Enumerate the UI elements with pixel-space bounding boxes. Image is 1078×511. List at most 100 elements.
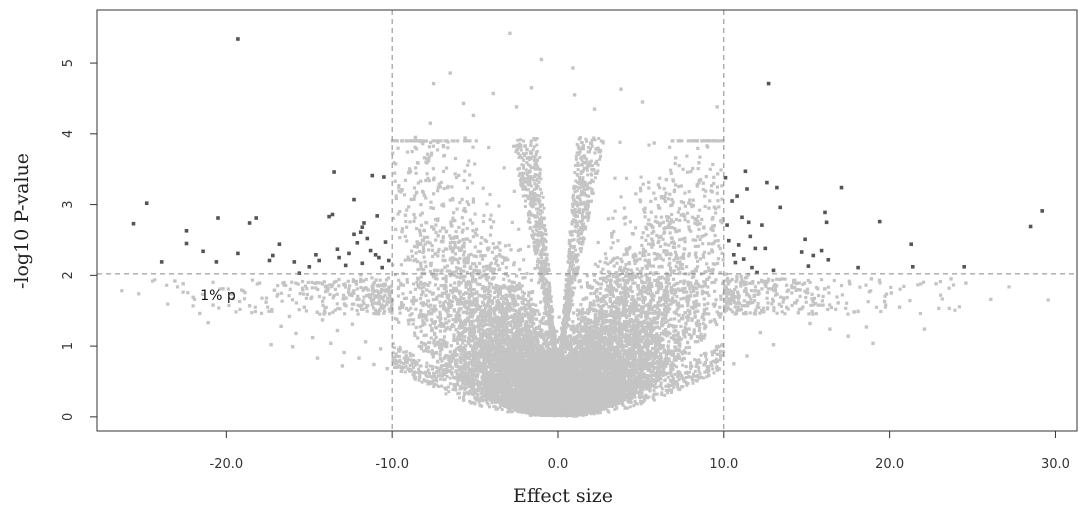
data-point	[461, 310, 465, 314]
data-point	[304, 309, 308, 313]
data-point	[454, 328, 458, 332]
data-point	[532, 321, 536, 326]
data-point	[690, 305, 694, 309]
data-point	[644, 321, 648, 325]
data-point	[694, 238, 698, 242]
data-point	[702, 303, 707, 307]
data-point	[733, 305, 737, 309]
data-point	[636, 358, 640, 362]
data-point	[410, 249, 414, 253]
data-point	[460, 334, 465, 338]
data-point	[874, 305, 879, 309]
data-point	[691, 166, 695, 171]
data-point	[918, 311, 922, 316]
data-point	[473, 378, 477, 382]
data-point	[692, 289, 696, 293]
data-point	[597, 282, 601, 286]
data-point	[477, 358, 481, 362]
data-point	[690, 317, 694, 321]
data-point	[423, 242, 427, 246]
data-point	[681, 253, 685, 257]
data-point	[685, 290, 689, 294]
data-point	[447, 319, 451, 323]
data-point	[608, 296, 612, 301]
data-point	[712, 241, 716, 245]
data-point	[580, 315, 584, 319]
data-point	[137, 292, 141, 296]
data-point	[474, 307, 478, 311]
data-point	[512, 318, 516, 322]
data-point	[696, 234, 700, 239]
data-point	[640, 274, 644, 278]
data-point	[542, 335, 546, 339]
data-point	[361, 299, 365, 303]
data-point	[461, 341, 465, 345]
data-point	[488, 263, 492, 267]
data-point	[621, 304, 626, 308]
data-point	[412, 219, 416, 223]
data-point	[685, 265, 689, 269]
data-point	[448, 273, 452, 278]
data-point	[631, 304, 635, 308]
data-point	[419, 267, 423, 271]
data-point	[424, 349, 428, 353]
data-point	[680, 139, 684, 143]
data-point	[663, 242, 667, 247]
data-point	[448, 234, 452, 238]
data-point	[417, 315, 421, 319]
data-point	[296, 282, 300, 286]
data-point	[452, 139, 456, 143]
data-point	[621, 268, 625, 272]
data-point	[477, 293, 481, 297]
data-point	[634, 363, 638, 367]
data-point	[672, 329, 676, 333]
data-point	[455, 275, 459, 279]
data-point	[304, 296, 308, 300]
data-point	[444, 354, 448, 358]
data-point	[720, 197, 724, 201]
data-point	[783, 277, 787, 281]
data-point	[385, 303, 389, 307]
data-point	[494, 288, 498, 292]
data-point	[419, 275, 423, 279]
data-point	[609, 281, 613, 285]
data-point	[710, 250, 715, 254]
data-point	[549, 340, 553, 344]
data-point	[414, 257, 418, 262]
data-point	[405, 225, 409, 229]
data-point	[597, 310, 601, 314]
data-point	[591, 333, 596, 337]
data-point	[481, 186, 485, 190]
data-point	[622, 253, 626, 257]
data-point	[449, 365, 453, 369]
data-point	[426, 283, 430, 287]
data-point	[684, 346, 688, 350]
data-point	[467, 159, 471, 163]
data-point	[951, 283, 956, 287]
data-point	[480, 287, 484, 291]
data-point	[712, 181, 716, 186]
data-point	[671, 362, 675, 366]
data-point	[414, 166, 418, 170]
data-point	[414, 298, 418, 302]
data-point	[387, 296, 392, 300]
data-point	[438, 329, 442, 333]
data-point	[686, 304, 690, 308]
data-point	[650, 321, 654, 325]
data-point	[666, 303, 670, 307]
data-point	[719, 294, 723, 298]
data-point	[674, 264, 678, 268]
data-point	[557, 315, 561, 319]
data-point	[593, 278, 597, 283]
data-point	[369, 299, 373, 303]
data-point	[811, 299, 815, 303]
data-point	[713, 239, 717, 243]
data-point	[631, 271, 635, 275]
data-point	[663, 230, 667, 234]
data-point	[201, 292, 205, 296]
data-point	[674, 290, 678, 294]
data-point	[355, 287, 359, 291]
data-point	[512, 332, 516, 336]
data-point	[666, 309, 670, 314]
data-point	[764, 285, 768, 289]
